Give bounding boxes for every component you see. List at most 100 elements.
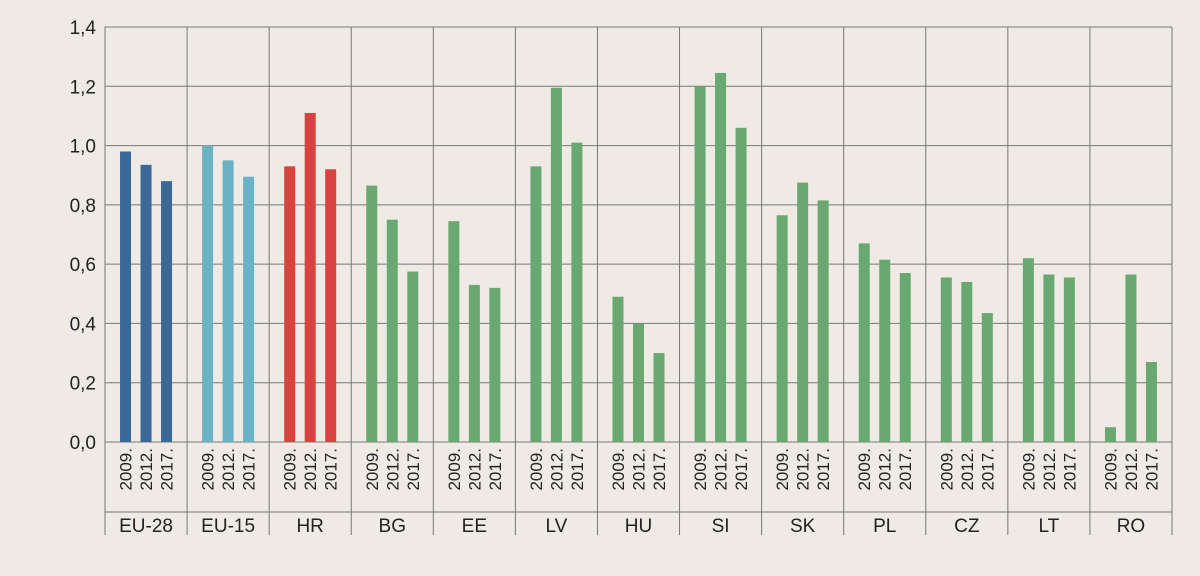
bar [386, 219, 398, 442]
bar [899, 273, 911, 442]
bar [140, 164, 152, 442]
bar [571, 142, 583, 442]
year-tick-label: 2009. [445, 448, 464, 491]
year-tick-label: 2017. [732, 448, 751, 491]
year-tick-label: 2009. [527, 448, 546, 491]
y-tick-label: 1,2 [70, 77, 96, 98]
bar [1022, 258, 1034, 442]
bar [715, 72, 727, 443]
bar [694, 86, 706, 443]
year-tick-label: 2017. [650, 448, 669, 491]
year-tick-label: 2012. [1122, 448, 1141, 491]
year-tick-label: 2009. [1019, 448, 1038, 491]
year-tick-label: 2009. [281, 448, 300, 491]
y-axis-ticks: 0,0 0,2 0,4 0,6 0,8 1,0 1,2 1,4 [70, 18, 97, 454]
year-tick-label: 2017. [158, 448, 177, 491]
bar [407, 271, 419, 442]
bar [468, 284, 480, 442]
y-tick-label: 0,0 [70, 433, 96, 454]
bar [1063, 277, 1075, 442]
y-tick-label: 1,4 [70, 18, 97, 39]
year-tick-label: 2009. [609, 448, 628, 491]
category-label: EE [462, 516, 487, 537]
category-label: RO [1117, 516, 1146, 537]
category-label: PL [873, 516, 896, 537]
category-label: BG [379, 516, 406, 537]
year-tick-label: 2012. [1040, 448, 1059, 491]
bar [653, 353, 665, 442]
year-tick-label: 2012. [465, 448, 484, 491]
year-tick-label: 2009. [1101, 448, 1120, 491]
bar [1104, 427, 1116, 442]
category-label: CZ [954, 516, 980, 537]
bar [981, 313, 993, 442]
category-label: HR [296, 516, 323, 537]
year-tick-label: 2017. [322, 448, 341, 491]
year-tick-label: 2009. [855, 448, 874, 491]
bar [120, 151, 132, 442]
category-label: EU-28 [119, 516, 173, 537]
year-tick-label: 2012. [547, 448, 566, 491]
bar [304, 112, 316, 442]
bar [879, 259, 891, 442]
year-tick-label: 2017. [896, 448, 915, 491]
year-tick-label: 2009. [199, 448, 218, 491]
bar [1043, 274, 1055, 442]
year-tick-label: 2012. [219, 448, 238, 491]
y-tick-label: 0,4 [70, 314, 97, 335]
bar [776, 215, 788, 442]
bar [161, 181, 173, 442]
y-tick-label: 0,2 [70, 374, 96, 395]
bar [1145, 361, 1157, 442]
bar [489, 287, 501, 442]
bar [612, 296, 624, 442]
category-label: SI [712, 516, 730, 537]
bar [243, 176, 255, 443]
year-tick-label: 2009. [363, 448, 382, 491]
bar [284, 166, 296, 443]
year-tick-label: 2017. [486, 448, 505, 491]
year-tick-label: 2012. [876, 448, 895, 491]
year-tick-label: 2012. [958, 448, 977, 491]
bar [817, 200, 829, 442]
bar [550, 87, 562, 443]
category-label: LT [1039, 516, 1060, 537]
year-tick-label: 2009. [773, 448, 792, 491]
year-tick-label: 2012. [630, 448, 649, 491]
y-tick-label: 0,8 [70, 196, 96, 217]
gridlines [104, 26, 1173, 535]
bar [797, 182, 809, 442]
bar [735, 127, 747, 443]
bar [858, 243, 870, 442]
year-tick-label: 2012. [301, 448, 320, 491]
bar [1125, 274, 1137, 442]
bar [448, 221, 460, 442]
year-tick-label: 2017. [1060, 448, 1079, 491]
bar [940, 277, 952, 442]
year-tick-label: 2017. [568, 448, 587, 491]
year-tick-label: 2012. [137, 448, 156, 491]
year-tick-label: 2009. [117, 448, 136, 491]
y-tick-label: 0,6 [70, 255, 96, 276]
year-tick-label: 2009. [691, 448, 710, 491]
year-tick-label: 2012. [712, 448, 731, 491]
y-tick-label: 1,0 [70, 137, 96, 158]
bar [202, 145, 214, 443]
bar [961, 281, 973, 442]
bar [366, 185, 378, 442]
bar [222, 160, 234, 442]
bars [120, 72, 1157, 443]
category-label: HU [625, 516, 652, 537]
year-tick-label: 2009. [937, 448, 956, 491]
year-tick-label: 2017. [240, 448, 259, 491]
category-label: EU-15 [201, 516, 255, 537]
bar [530, 166, 542, 443]
bar [633, 323, 644, 442]
year-tick-label: 2012. [794, 448, 813, 491]
bar [325, 169, 337, 443]
year-tick-label: 2017. [814, 448, 833, 491]
category-label: LV [546, 516, 568, 537]
category-label: SK [790, 516, 816, 537]
